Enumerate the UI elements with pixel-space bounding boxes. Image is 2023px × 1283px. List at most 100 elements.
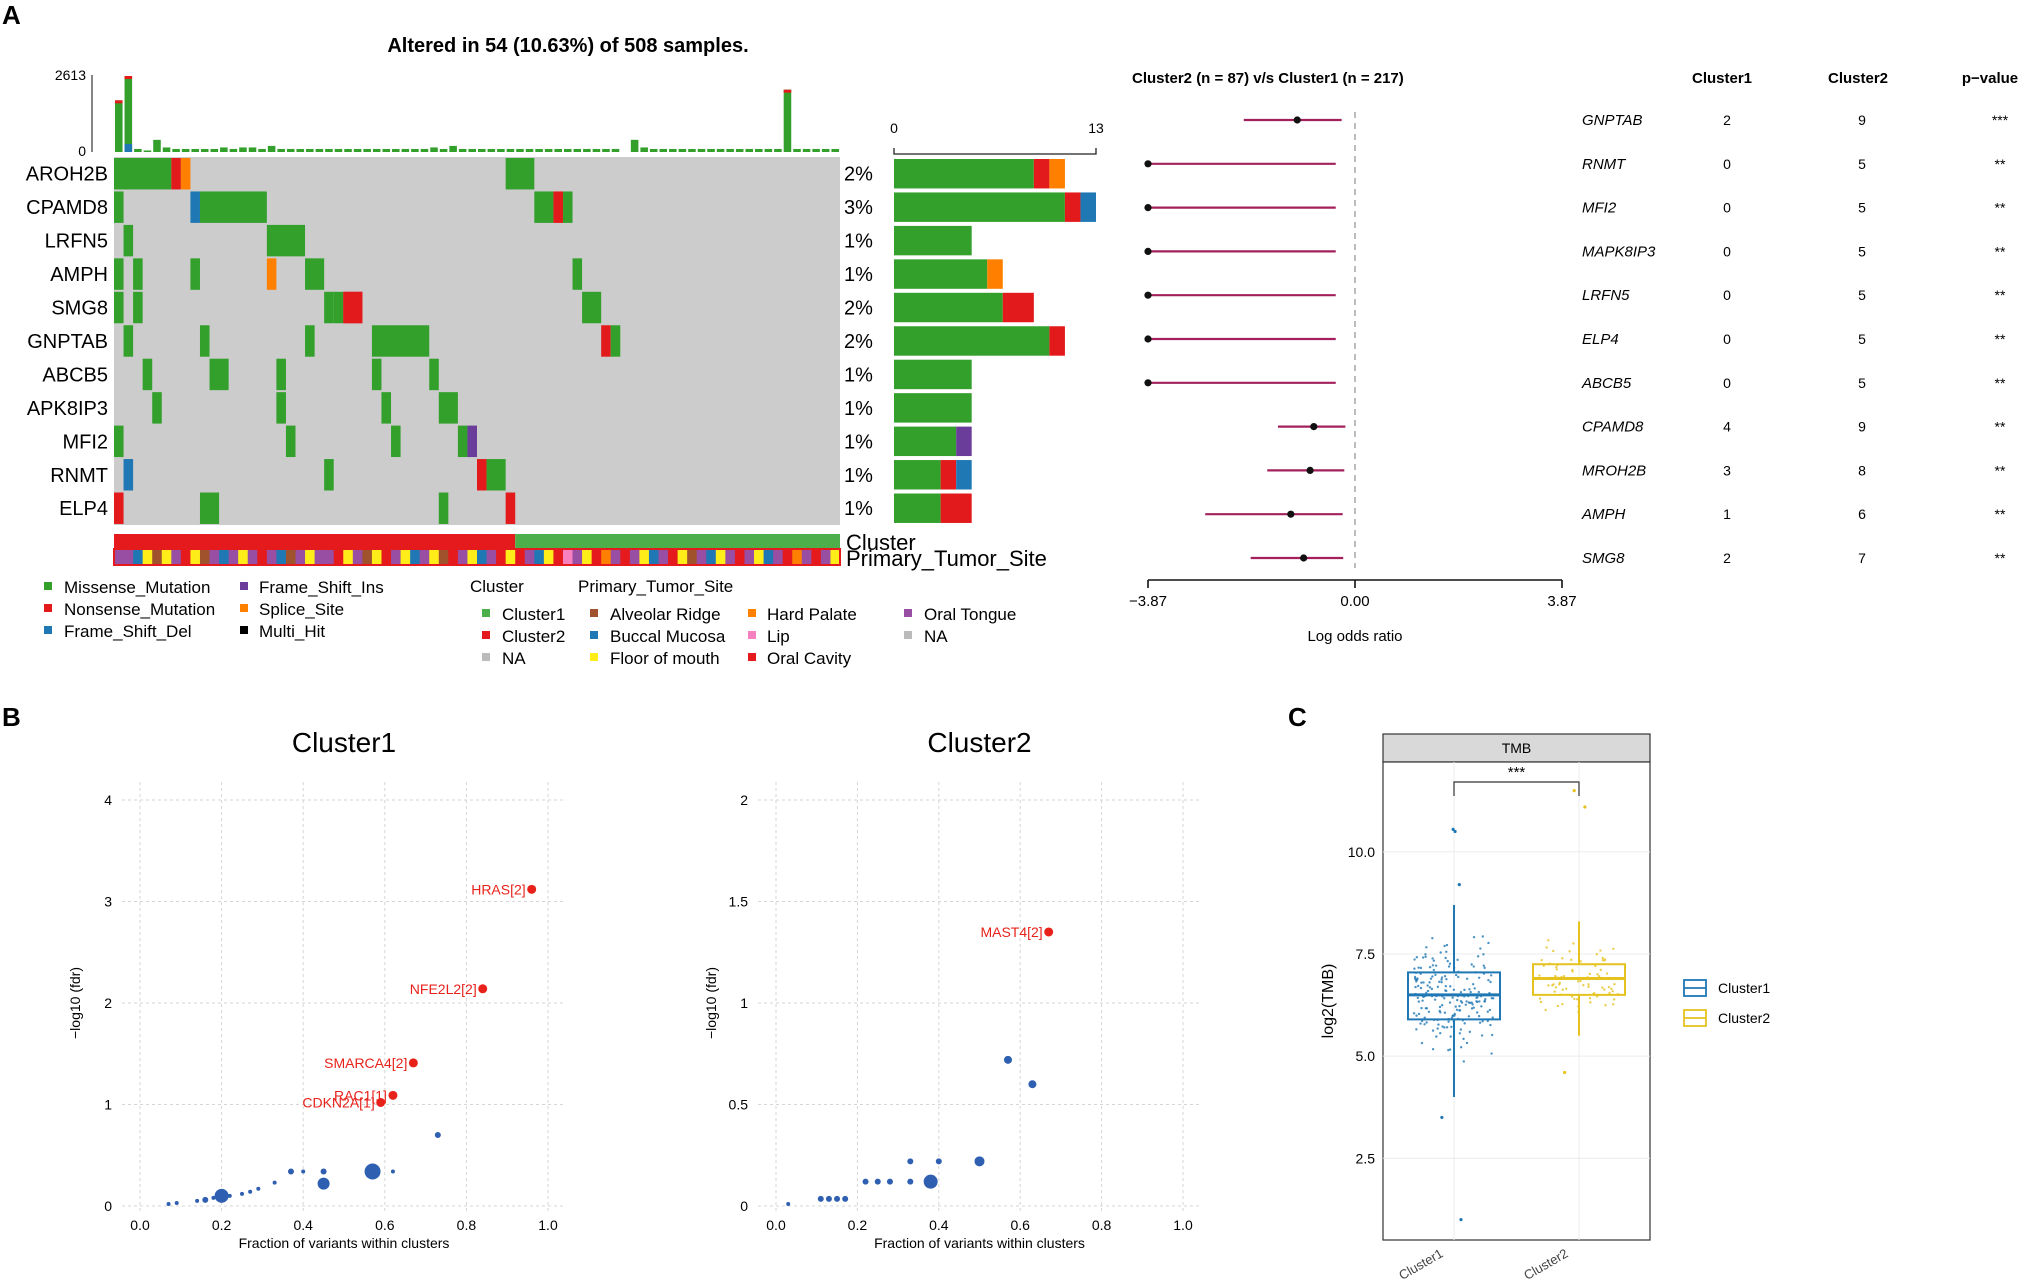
jitter-point — [1422, 981, 1425, 984]
forest-pvalue: *** — [1992, 112, 2009, 128]
site-cell — [505, 549, 516, 565]
jitter-point — [1478, 1000, 1481, 1003]
tmb-bar — [210, 148, 219, 152]
tmb-bar — [563, 148, 572, 152]
jitter-point — [1610, 987, 1613, 990]
legend-nonsense: Nonsense_Mutation — [64, 600, 215, 619]
forest-gene: LRFN5 — [1582, 287, 1630, 304]
legend-alveolar: Alveolar Ridge — [610, 605, 721, 624]
jitter-point — [1473, 987, 1476, 990]
mutation-cell — [123, 459, 134, 491]
legend-cluster-na: NA — [502, 649, 526, 668]
scatter-point-label: NFE2L2[2] — [410, 981, 477, 997]
tmb-bar — [258, 148, 266, 152]
jitter-point — [1547, 939, 1550, 942]
oncoplot-cells — [114, 158, 621, 524]
scatter-point — [301, 1169, 306, 1174]
jitter-point — [1415, 1014, 1418, 1017]
sidebar-segment — [1080, 192, 1096, 222]
site-cell — [429, 549, 440, 565]
jitter-point — [1480, 1034, 1484, 1037]
site-cell — [677, 549, 688, 565]
jitter-point — [1463, 1022, 1466, 1025]
jitter-point — [1470, 1007, 1474, 1010]
site-cell — [142, 549, 153, 565]
sidebar-segment — [894, 259, 988, 289]
mutation-cell — [276, 392, 286, 424]
jitter-point — [1595, 953, 1598, 956]
y-tick-label: 2.5 — [1356, 1150, 1376, 1166]
jitter-point — [1568, 950, 1571, 953]
y-tick-label: 1 — [740, 995, 748, 1011]
legend-buccal: Buccal Mucosa — [610, 627, 726, 646]
jitter-point — [1470, 963, 1473, 966]
mutation-cell — [199, 191, 267, 223]
legend-swatch-hard-palate — [748, 609, 756, 617]
mutation-cell — [505, 158, 535, 190]
forest-count-c2: 5 — [1858, 331, 1866, 347]
tmb-bar — [353, 148, 362, 152]
jitter-point — [1539, 1000, 1543, 1004]
jitter-point — [1484, 998, 1487, 1001]
tmb-bar — [478, 148, 486, 152]
mutation-cell — [199, 325, 210, 357]
tmb-bar — [487, 148, 496, 152]
jitter-point — [1438, 1005, 1442, 1009]
forest-count-c2: 5 — [1858, 200, 1866, 216]
facet-label: TMB — [1502, 740, 1532, 756]
scatter-point-label: MAST4[2] — [980, 924, 1042, 940]
forest-count-c2: 5 — [1858, 243, 1866, 259]
tmb-bar — [793, 148, 801, 152]
jitter-point — [1447, 965, 1451, 968]
jitter-point — [1424, 955, 1427, 959]
oncoplot-percent-labels: 2% 3% 1% 1% 2% 2% 1% 1% 1% 1% 1% — [844, 164, 873, 520]
jitter-point — [1431, 957, 1434, 960]
site-cell — [629, 549, 640, 565]
site-cell — [496, 549, 507, 565]
scatter-point — [256, 1186, 261, 1191]
site-cell — [610, 549, 621, 565]
tmb-bar — [525, 148, 534, 152]
sidebar-segment — [940, 493, 972, 523]
tmb-bar — [726, 148, 734, 152]
site-cell — [773, 549, 784, 565]
jitter-point — [1413, 977, 1417, 980]
x-tick-label: 0.6 — [1010, 1217, 1030, 1233]
site-cell — [333, 549, 344, 565]
site-cell — [305, 549, 316, 565]
jitter-point — [1447, 1020, 1450, 1023]
jitter-point — [1487, 978, 1490, 982]
jitter-point — [1440, 978, 1443, 981]
site-cell — [352, 549, 363, 565]
forest-count-c1: 2 — [1723, 550, 1731, 566]
mutation-cell — [114, 258, 124, 290]
site-cell — [228, 549, 239, 565]
mutation-cell — [123, 325, 134, 357]
jitter-point — [1561, 988, 1564, 991]
mutation-cell — [391, 425, 401, 458]
jitter-point — [1458, 1004, 1461, 1008]
y-tick-label: 0.5 — [729, 1097, 749, 1113]
jitter-point — [1587, 985, 1590, 988]
x-tick-label: 0.8 — [457, 1217, 477, 1233]
forest-count-c1: 4 — [1723, 419, 1731, 435]
scatter-point — [825, 1195, 832, 1202]
jitter-point — [1490, 1052, 1493, 1055]
forest-count-c1: 0 — [1723, 331, 1731, 347]
site-cell — [543, 549, 554, 565]
site-cell — [266, 549, 277, 565]
site-cell — [820, 549, 831, 565]
jitter-point — [1472, 965, 1475, 968]
sidebar-segment — [894, 393, 972, 423]
jitter-point — [1439, 1031, 1442, 1035]
site-cell — [419, 549, 430, 565]
jitter-point — [1571, 968, 1574, 972]
tmb-bar — [831, 148, 839, 152]
site-cell — [782, 549, 793, 565]
tmb-bar — [573, 148, 582, 152]
gene-label: AROH2B — [26, 164, 108, 186]
jitter-point — [1445, 1026, 1449, 1029]
forest-pvalue: ** — [1995, 506, 2006, 522]
jitter-point — [1612, 1003, 1615, 1006]
mutation-cell — [371, 358, 382, 391]
